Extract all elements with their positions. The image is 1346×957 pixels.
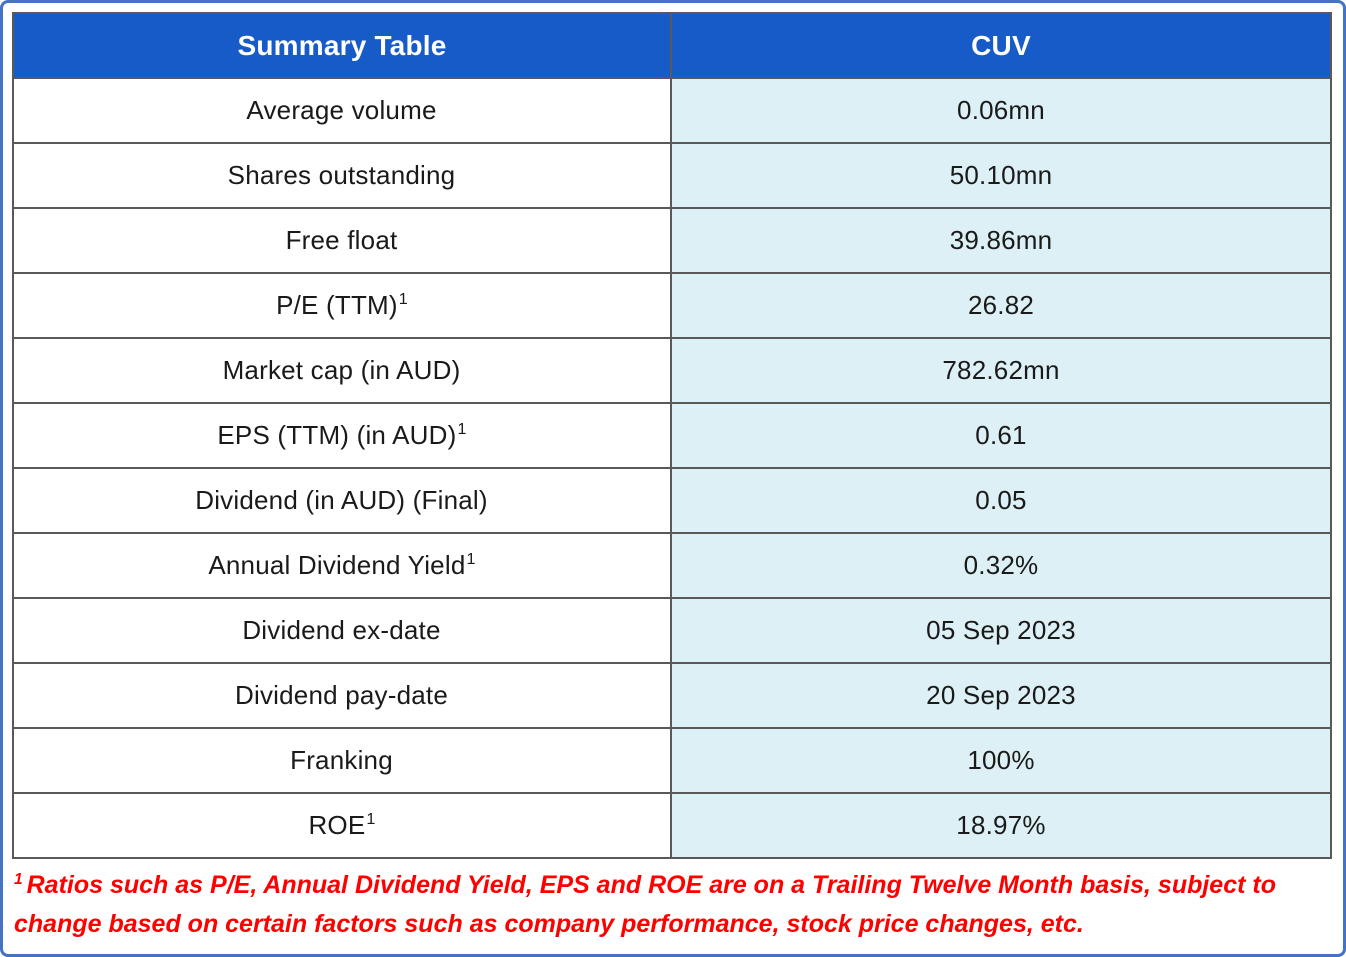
- table-row: Dividend ex-date 05 Sep 2023: [12, 597, 1332, 664]
- table-row: Dividend pay-date 20 Sep 2023: [12, 662, 1332, 729]
- footnote-marker: [488, 485, 489, 503]
- footnote-marker: [437, 95, 438, 113]
- table-row: P/E (TTM)1 26.82: [12, 272, 1332, 339]
- metric-label: Dividend pay-date: [12, 662, 672, 729]
- footnote-marker: 1: [457, 420, 467, 439]
- table-row: Market cap (in AUD) 782.62mn: [12, 337, 1332, 404]
- metric-label: Dividend ex-date: [12, 597, 672, 664]
- metric-value: 50.10mn: [670, 142, 1332, 209]
- metric-value: 0.61: [670, 402, 1332, 469]
- footnote-marker: [455, 160, 456, 178]
- table-row: Average volume 0.06mn: [12, 77, 1332, 144]
- metric-label: Annual Dividend Yield1: [12, 532, 672, 599]
- footnote-marker: 1: [398, 290, 408, 309]
- metric-value: 18.97%: [670, 792, 1332, 859]
- metric-value: 39.86mn: [670, 207, 1332, 274]
- header-summary-table: Summary Table: [12, 12, 672, 79]
- footnote-marker: [448, 680, 449, 698]
- table-row: ROE1 18.97%: [12, 792, 1332, 859]
- metric-label: ROE1: [12, 792, 672, 859]
- table-row: EPS (TTM) (in AUD)1 0.61: [12, 402, 1332, 469]
- metric-value: 100%: [670, 727, 1332, 794]
- metric-value: 26.82: [670, 272, 1332, 339]
- footnote-marker: 1: [14, 870, 23, 888]
- footnote-marker: [393, 745, 394, 763]
- metric-value: 782.62mn: [670, 337, 1332, 404]
- metric-value: 0.32%: [670, 532, 1332, 599]
- footnote-marker: [397, 225, 398, 243]
- summary-table: Summary Table CUV Average volume 0.06mn …: [12, 12, 1332, 859]
- metric-label: Dividend (in AUD) (Final): [12, 467, 672, 534]
- footnote-text: Ratios such as P/E, Annual Dividend Yiel…: [14, 871, 1276, 938]
- metric-label: Average volume: [12, 77, 672, 144]
- footnote: 1 Ratios such as P/E, Annual Dividend Yie…: [14, 866, 1336, 944]
- table-header-row: Summary Table CUV: [12, 12, 1332, 79]
- header-ticker-cuv: CUV: [670, 12, 1332, 79]
- metric-label: Free float: [12, 207, 672, 274]
- metric-label: Franking: [12, 727, 672, 794]
- metric-value: 20 Sep 2023: [670, 662, 1332, 729]
- table-row: Franking 100%: [12, 727, 1332, 794]
- metric-label: Market cap (in AUD): [12, 337, 672, 404]
- metric-value: 05 Sep 2023: [670, 597, 1332, 664]
- table-row: Annual Dividend Yield1 0.32%: [12, 532, 1332, 599]
- metric-label: EPS (TTM) (in AUD)1: [12, 402, 672, 469]
- footnote-marker: 1: [366, 810, 376, 829]
- table-row: Shares outstanding 50.10mn: [12, 142, 1332, 209]
- metric-value: 0.06mn: [670, 77, 1332, 144]
- metric-value: 0.05: [670, 467, 1332, 534]
- footnote-marker: [441, 615, 442, 633]
- table-row: Free float 39.86mn: [12, 207, 1332, 274]
- metric-label: Shares outstanding: [12, 142, 672, 209]
- metric-label: P/E (TTM)1: [12, 272, 672, 339]
- table-row: Dividend (in AUD) (Final) 0.05: [12, 467, 1332, 534]
- footnote-marker: 1: [466, 550, 476, 569]
- footnote-marker: [460, 355, 461, 373]
